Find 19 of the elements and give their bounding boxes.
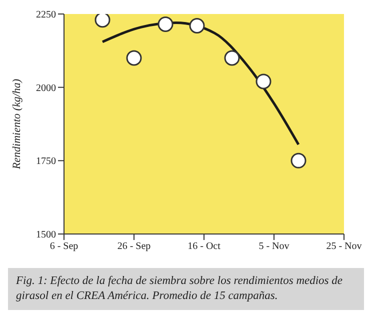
y-tick-label: 1750 (36, 156, 56, 168)
point (290, 152, 306, 168)
x-tick-label: 6 - Sep (50, 241, 78, 252)
line-series (101, 22, 300, 146)
x-tick-label: 26 - Sep (117, 241, 151, 252)
y-axis-title: Rendimiento (kg/ha) (10, 78, 23, 170)
point (94, 14, 110, 28)
point (256, 74, 272, 90)
x-tick-label: 5 - Nov (258, 241, 290, 252)
point (224, 50, 240, 66)
y-tick-label: 1500 (36, 230, 56, 241)
x-tick-label: 25 - Nov (326, 241, 362, 252)
y-tick-label: 2000 (36, 82, 56, 94)
caption: Fig. 1: Efecto de la fecha de siembra sobre los rendimientos medios de girasol en el CREA América. Promedio de 15 campañas. (8, 268, 364, 310)
x-tick-label: 16 - Oct (188, 241, 221, 252)
y-tick-label: 2250 (36, 10, 56, 21)
point (158, 16, 174, 32)
point (189, 18, 205, 34)
point (126, 50, 142, 66)
